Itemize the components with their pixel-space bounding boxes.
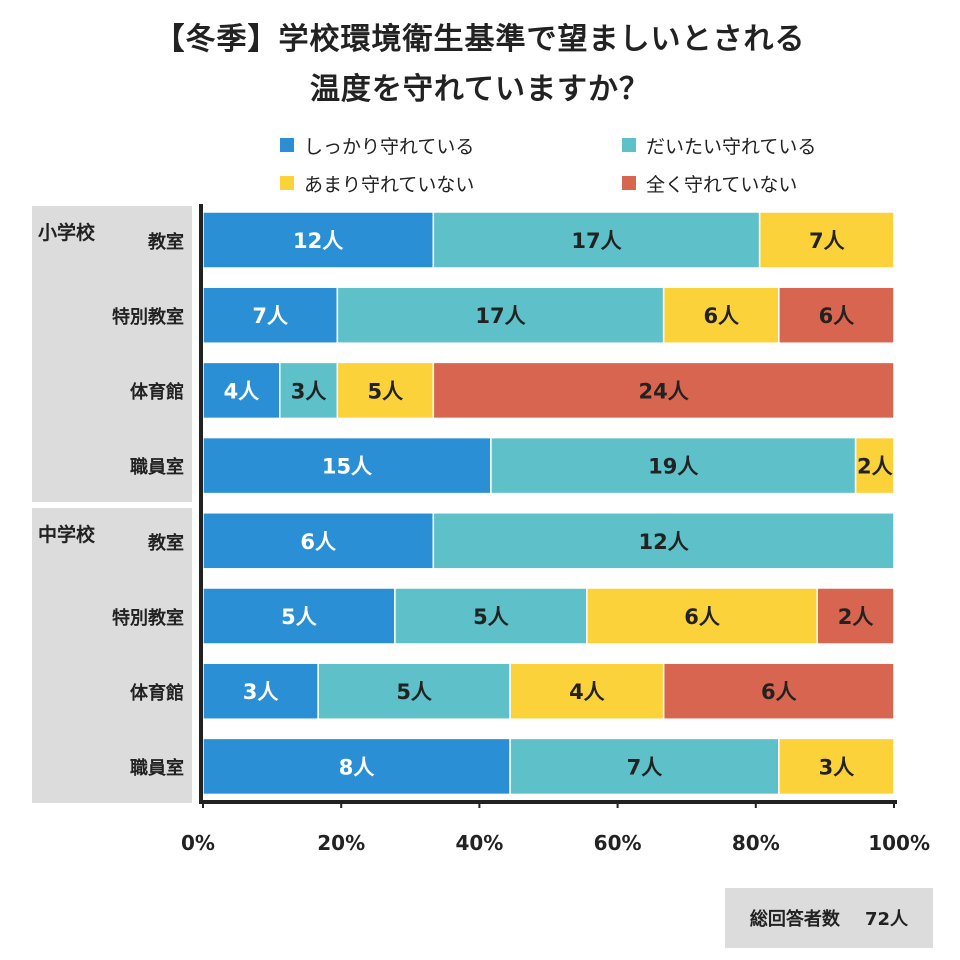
row-label: 体育館 — [130, 382, 184, 403]
x-axis-tick-label: 20% — [317, 831, 365, 855]
bar-value-label: 3人 — [819, 755, 855, 779]
bar-value-label: 15人 — [322, 455, 372, 479]
row-label: 特別教室 — [112, 307, 184, 328]
legend-label-firmly: しっかり守れている — [304, 135, 475, 158]
legend-item-never: 全く守れていない — [622, 171, 798, 196]
legend-label-never: 全く守れていない — [646, 173, 798, 196]
bar-segment — [778, 737, 895, 796]
bar-value-label: 6人 — [684, 605, 720, 629]
group-label-junior-high: 中学校 — [38, 524, 96, 546]
bar-value-label: 7人 — [627, 755, 663, 779]
legend-item-mostly: だいたい守れている — [622, 133, 817, 158]
row-label: 教室 — [148, 232, 184, 253]
bar-segment — [202, 361, 281, 420]
row-label: 職員室 — [130, 457, 184, 478]
legend-swatch-mostly — [622, 138, 636, 152]
bar-segment — [432, 361, 895, 420]
total-respondents-label: 総回答者数 — [749, 909, 840, 930]
bar-segment — [202, 662, 319, 720]
total-respondents-box: 総回答者数 72人 — [725, 888, 933, 948]
bar-value-label: 24人 — [639, 379, 689, 403]
bar-value-label: 2人 — [838, 605, 874, 629]
bar-value-label: 4人 — [224, 379, 260, 403]
x-axis-tick-label: 100% — [868, 831, 930, 855]
bar-value-label: 19人 — [648, 455, 698, 479]
bar-value-label: 6人 — [819, 304, 855, 328]
bar-segment — [490, 436, 857, 495]
total-respondents-gap — [840, 908, 865, 929]
bar-segment — [279, 361, 339, 420]
bar-value-label: 5人 — [396, 680, 432, 704]
bar-value-label: 17人 — [475, 304, 525, 328]
bar-value-label: 17人 — [571, 229, 621, 253]
bar-value-label: 7人 — [809, 229, 845, 253]
bar-value-label: 5人 — [368, 379, 404, 403]
bar-value-label: 3人 — [291, 379, 327, 403]
bar-segment — [662, 662, 895, 720]
bar-value-label: 4人 — [569, 680, 605, 704]
bar-segment — [202, 211, 435, 269]
bar-segment — [854, 436, 895, 495]
bar-segment — [778, 286, 895, 344]
chart-title-line-1: 【冬季】学校環境衛生基準で望ましいとされる — [154, 22, 806, 57]
legend-item-firmly: しっかり守れている — [280, 133, 475, 158]
legend-item-rarely: あまり守れていない — [280, 171, 475, 196]
bar-value-label: 12人 — [639, 530, 689, 554]
group-label-elementary: 小学校 — [38, 222, 96, 244]
group-panel-elementary — [32, 206, 192, 502]
row-label: 特別教室 — [112, 608, 184, 629]
bar-segment — [202, 436, 492, 495]
bar-value-label: 5人 — [473, 605, 509, 629]
legend-swatch-rarely — [280, 176, 294, 190]
bar-segment — [202, 512, 435, 570]
legend-swatch-never — [622, 176, 636, 190]
bar-segment — [432, 211, 761, 269]
bar-segment — [336, 361, 435, 420]
bar-value-label: 8人 — [339, 755, 375, 779]
x-axis-tick-label: 0% — [181, 831, 215, 855]
bar-segment — [202, 587, 396, 645]
legend-label-mostly: だいたい守れている — [646, 135, 817, 158]
group-panel-junior-high — [32, 508, 192, 803]
row-label: 体育館 — [130, 683, 184, 704]
bar-value-label: 3人 — [243, 680, 279, 704]
legend-swatch-firmly — [280, 138, 294, 152]
stacked-bar-chart: 12人 17人 7人 7人 17人 6人 6人 4人 3人 5人 24人 15人 19人 2人 6人 12人 5… — [181, 204, 930, 855]
bar-segment — [202, 286, 339, 344]
bar-segment — [816, 587, 895, 645]
x-axis-tick-label: 40% — [455, 831, 503, 855]
row-label: 職員室 — [130, 758, 184, 779]
bar-value-label: 7人 — [252, 304, 288, 328]
bar-segment — [662, 286, 780, 344]
total-respondents-value: 72人 — [865, 909, 909, 930]
bar-segment — [758, 211, 895, 269]
chart-title-line-2: 温度を守れていますか？ — [309, 72, 651, 107]
bar-segment — [509, 737, 780, 796]
bar-value-label: 2人 — [857, 455, 893, 479]
bar-value-label: 6人 — [300, 530, 336, 554]
x-axis-tick-label: 80% — [732, 831, 780, 855]
row-label: 教室 — [148, 533, 184, 554]
bar-segment — [317, 662, 511, 720]
legend-label-rarely: あまり守れていない — [304, 173, 475, 196]
bar-value-label: 6人 — [703, 304, 739, 328]
bar-value-label: 12人 — [293, 229, 343, 253]
bar-segment — [432, 512, 895, 570]
x-axis-tick-label: 60% — [594, 831, 642, 855]
bar-segment — [336, 286, 665, 344]
bar-value-label: 6人 — [761, 680, 797, 704]
bar-value-label: 5人 — [281, 605, 317, 629]
